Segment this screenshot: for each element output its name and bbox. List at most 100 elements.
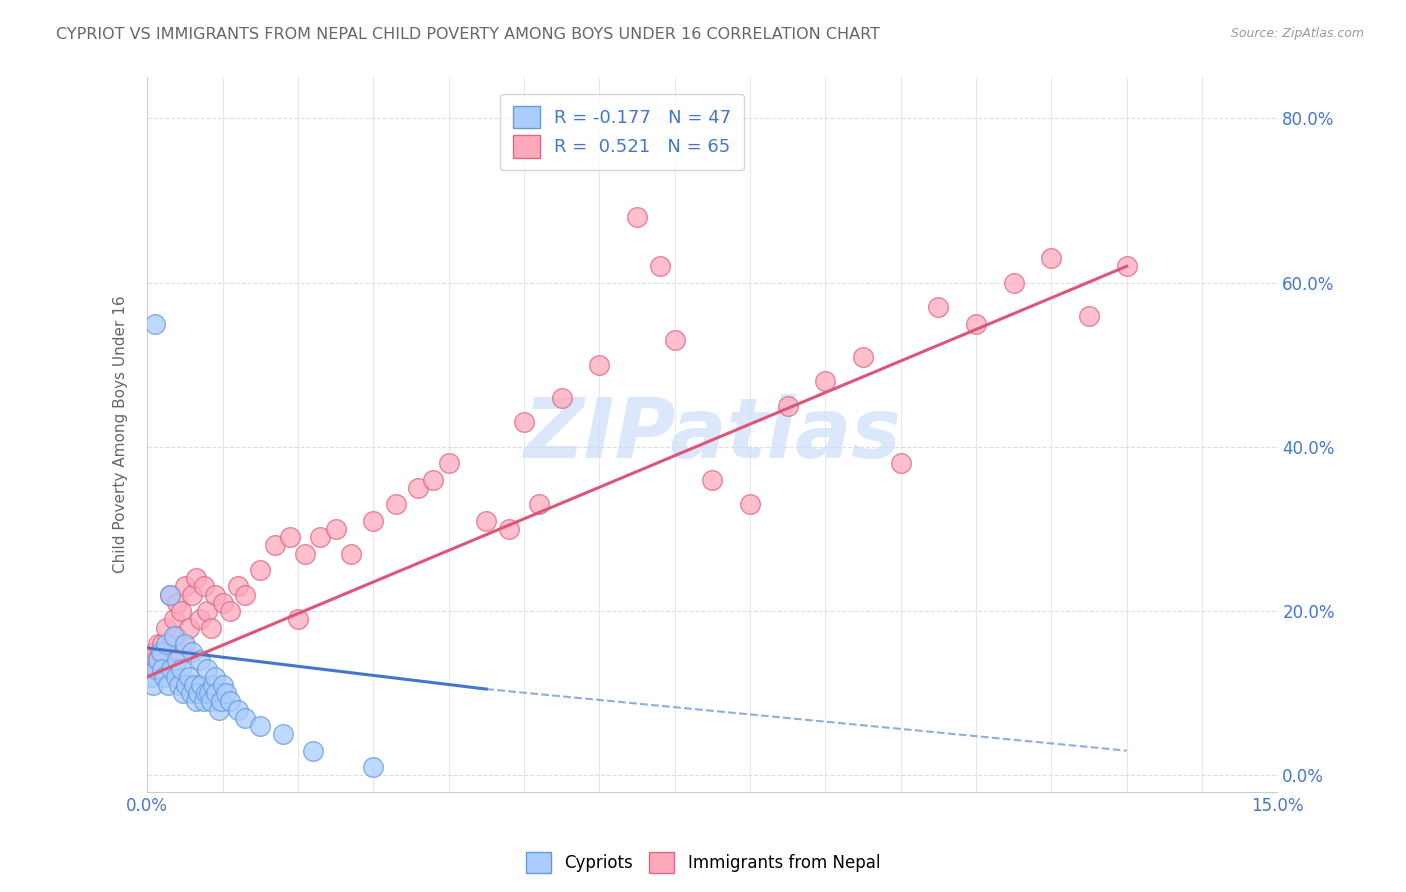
Point: [588, 358, 610, 372]
Point: [249, 563, 271, 577]
Legend: Cypriots, Immigrants from Nepal: Cypriots, Immigrants from Nepal: [519, 846, 887, 880]
Point: [702, 473, 724, 487]
Point: [139, 653, 162, 667]
Point: [233, 588, 256, 602]
Point: [1078, 309, 1101, 323]
Point: [160, 637, 183, 651]
Point: [219, 694, 242, 708]
Point: [170, 661, 193, 675]
Point: [339, 547, 361, 561]
Point: [186, 694, 208, 708]
Text: ZIPatlas: ZIPatlas: [523, 394, 901, 475]
Point: [173, 579, 195, 593]
Point: [219, 604, 242, 618]
Point: [152, 653, 174, 667]
Point: [166, 596, 188, 610]
Point: [150, 661, 173, 675]
Point: [149, 661, 172, 675]
Point: [181, 645, 204, 659]
Legend: R = -0.177   N = 47, R =  0.521   N = 65: R = -0.177 N = 47, R = 0.521 N = 65: [501, 94, 744, 170]
Point: [527, 497, 550, 511]
Point: [173, 637, 195, 651]
Point: [927, 301, 949, 315]
Point: [302, 744, 325, 758]
Point: [852, 350, 875, 364]
Point: [1040, 251, 1063, 265]
Point: [194, 686, 217, 700]
Point: [648, 260, 671, 274]
Point: [626, 210, 648, 224]
Point: [437, 456, 460, 470]
Point: [385, 497, 408, 511]
Point: [325, 522, 347, 536]
Point: [148, 653, 170, 667]
Point: [1115, 260, 1137, 274]
Point: [188, 612, 211, 626]
Point: [498, 522, 520, 536]
Point: [167, 678, 190, 692]
Point: [264, 538, 287, 552]
Point: [226, 703, 249, 717]
Point: [142, 678, 165, 692]
Point: [166, 653, 188, 667]
Point: [159, 588, 181, 602]
Point: [181, 588, 204, 602]
Point: [187, 686, 209, 700]
Point: [152, 670, 174, 684]
Point: [204, 670, 226, 684]
Point: [1002, 276, 1025, 290]
Point: [193, 694, 215, 708]
Point: [309, 530, 332, 544]
Point: [165, 629, 187, 643]
Point: [664, 333, 686, 347]
Point: [177, 620, 200, 634]
Point: [361, 514, 384, 528]
Point: [143, 645, 166, 659]
Point: [148, 637, 170, 651]
Point: [249, 719, 271, 733]
Y-axis label: Child Poverty Among Boys Under 16: Child Poverty Among Boys Under 16: [114, 296, 128, 574]
Point: [193, 579, 215, 593]
Point: [890, 456, 912, 470]
Point: [145, 653, 167, 667]
Point: [209, 694, 232, 708]
Point: [814, 374, 837, 388]
Text: CYPRIOT VS IMMIGRANTS FROM NEPAL CHILD POVERTY AMONG BOYS UNDER 16 CORRELATION C: CYPRIOT VS IMMIGRANTS FROM NEPAL CHILD P…: [56, 27, 880, 42]
Point: [233, 711, 256, 725]
Point: [162, 629, 184, 643]
Point: [176, 678, 198, 692]
Point: [200, 694, 222, 708]
Point: [198, 686, 221, 700]
Point: [157, 678, 180, 692]
Point: [294, 547, 316, 561]
Point: [208, 703, 231, 717]
Point: [172, 637, 194, 651]
Point: [287, 612, 309, 626]
Point: [180, 686, 202, 700]
Point: [170, 604, 193, 618]
Point: [162, 612, 184, 626]
Point: [200, 620, 222, 634]
Point: [211, 596, 233, 610]
Text: Source: ZipAtlas.com: Source: ZipAtlas.com: [1230, 27, 1364, 40]
Point: [550, 391, 572, 405]
Point: [215, 686, 238, 700]
Point: [155, 637, 177, 651]
Point: [155, 620, 177, 634]
Point: [160, 661, 183, 675]
Point: [139, 670, 162, 684]
Point: [226, 579, 249, 593]
Point: [197, 604, 219, 618]
Point: [776, 399, 799, 413]
Point: [143, 317, 166, 331]
Point: [202, 678, 225, 692]
Point: [190, 678, 212, 692]
Point: [513, 415, 536, 429]
Point: [205, 686, 228, 700]
Point: [475, 514, 498, 528]
Point: [197, 661, 219, 675]
Point: [186, 571, 208, 585]
Point: [271, 727, 294, 741]
Point: [361, 760, 384, 774]
Point: [159, 588, 181, 602]
